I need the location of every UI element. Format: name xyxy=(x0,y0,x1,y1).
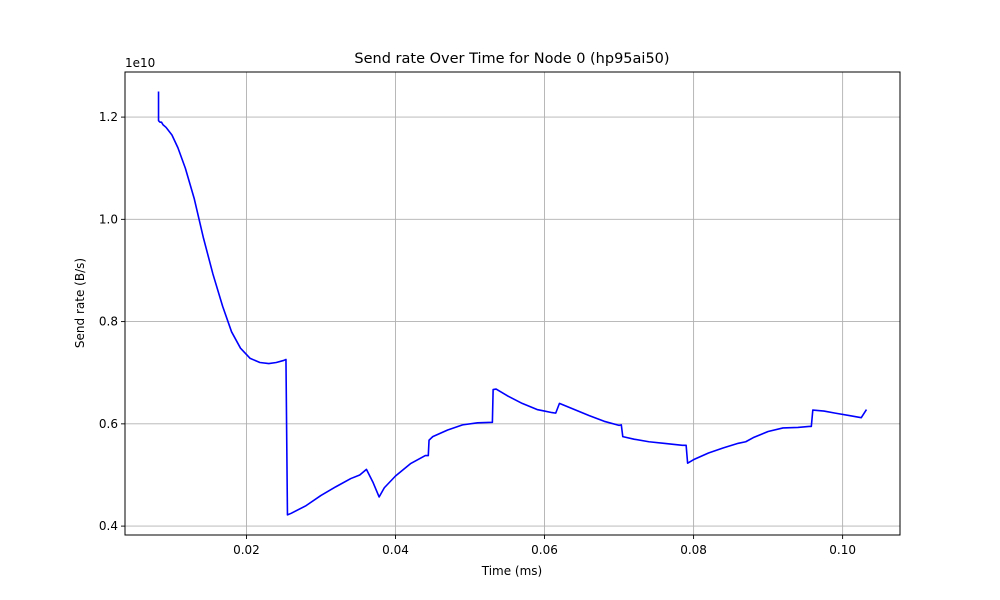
grid xyxy=(125,72,900,535)
chart-title: Send rate Over Time for Node 0 (hp95ai50… xyxy=(354,51,669,67)
x-tick-label: 0.06 xyxy=(531,543,558,557)
y-tick-label: 0.8 xyxy=(99,315,118,329)
y-tick-label: 1.2 xyxy=(99,110,118,124)
x-tick-label: 0.02 xyxy=(233,543,260,557)
y-tick-label: 1.0 xyxy=(99,212,118,226)
send-rate-series-line xyxy=(157,91,868,516)
axis-ticks: 0.02 0.04 0.06 0.08 0.10 0.4 0.6 0.8 1.0 1.2 xyxy=(99,110,856,557)
y-axis-label: Send rate (B/s) xyxy=(73,258,87,348)
y-axis-offset-label: 1e10 xyxy=(125,56,155,70)
x-tick-label: 0.04 xyxy=(382,543,409,557)
y-tick-label: 0.4 xyxy=(99,519,118,533)
plot-frame xyxy=(124,71,901,536)
x-tick-label: 0.10 xyxy=(829,543,856,557)
data-series xyxy=(157,91,868,516)
x-tick-label: 0.08 xyxy=(680,543,707,557)
y-tick-label: 0.6 xyxy=(99,417,118,431)
x-axis-label: Time (ms) xyxy=(481,564,543,578)
